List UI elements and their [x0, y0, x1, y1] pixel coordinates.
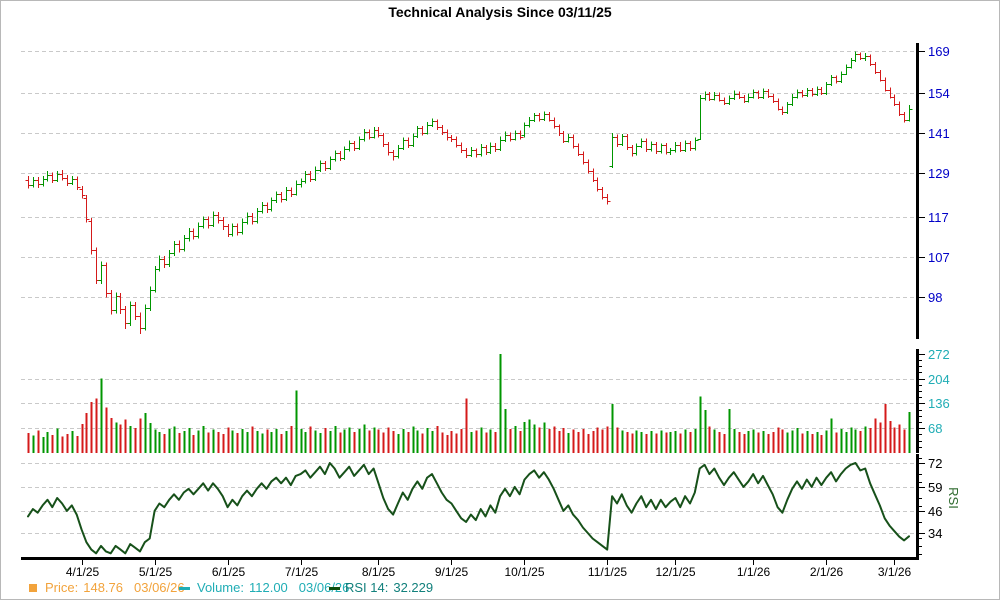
rsi-axis-label: 59 — [928, 480, 942, 495]
axes: 169 154 141 129 117 107 98 272 204 136 68 72 59 46 34 R… — [21, 43, 961, 560]
month-label: 11/1/25 — [588, 565, 627, 579]
price-axis-label: 141 — [928, 126, 950, 141]
volume-axis-label: 204 — [928, 372, 950, 387]
month-label: 9/1/25 — [435, 565, 469, 579]
rsi-legend-dash-icon — [329, 587, 340, 590]
volume-panel — [27, 353, 911, 453]
rsi-axis-label: 34 — [928, 526, 942, 541]
chart-title: Technical Analysis Since 03/11/25 — [388, 4, 612, 20]
price-legend-date: 03/06/26 — [134, 580, 185, 595]
volume-legend-date: 03/06/26 — [298, 580, 350, 595]
rsi-axis-label: 46 — [928, 504, 942, 519]
month-label: 5/1/25 — [139, 565, 173, 579]
price-axis-label: 98 — [928, 290, 942, 305]
price-axis-label: 117 — [928, 210, 949, 225]
price-axis-label: 129 — [928, 166, 950, 181]
month-label: 12/1/25 — [655, 565, 695, 579]
volume-legend: Volume: 112.00 03/06/26 — [197, 580, 349, 595]
rsi-legend-label: RSI 14: — [345, 580, 389, 595]
volume-legend-dash-icon — [179, 587, 190, 590]
month-label: 4/1/25 — [66, 565, 100, 579]
price-legend-square-icon — [29, 584, 37, 592]
month-label: 7/1/25 — [285, 565, 319, 579]
month-label: 1/1/26 — [737, 565, 771, 579]
price-axis-label: 169 — [928, 44, 950, 59]
price-panel — [25, 51, 913, 334]
volume-legend-value: 112.00 — [248, 580, 288, 595]
month-label: 3/1/26 — [878, 565, 912, 579]
price-legend: Price: 148.76 03/06/26 — [45, 580, 185, 595]
price-axis-label: 154 — [928, 86, 950, 101]
x-axis: 4/1/25 5/1/25 6/1/25 7/1/25 8/1/25 9/1/25 10/1… — [66, 560, 912, 579]
month-label: 8/1/25 — [362, 565, 396, 579]
rsi-legend: RSI 14: 32.229 — [345, 580, 433, 595]
volume-axis-label: 68 — [928, 421, 942, 436]
price-axis-label: 107 — [928, 250, 950, 265]
price-legend-value: 148.76 — [83, 580, 123, 595]
month-label: 6/1/25 — [212, 565, 246, 579]
rsi-axis-label: 72 — [928, 456, 942, 471]
volume-axis-label: 272 — [928, 347, 950, 362]
month-label: 10/1/25 — [504, 565, 544, 579]
price-legend-label: Price: — [45, 580, 79, 595]
rsi-line — [27, 462, 910, 555]
volume-axis-label: 136 — [928, 396, 950, 411]
volume-legend-label: Volume: — [197, 580, 244, 595]
rsi-legend-value: 32.229 — [393, 580, 434, 595]
rsi-axis-title: RSI — [946, 487, 961, 509]
rsi-panel — [27, 462, 910, 555]
month-label: 2/1/26 — [810, 565, 844, 579]
